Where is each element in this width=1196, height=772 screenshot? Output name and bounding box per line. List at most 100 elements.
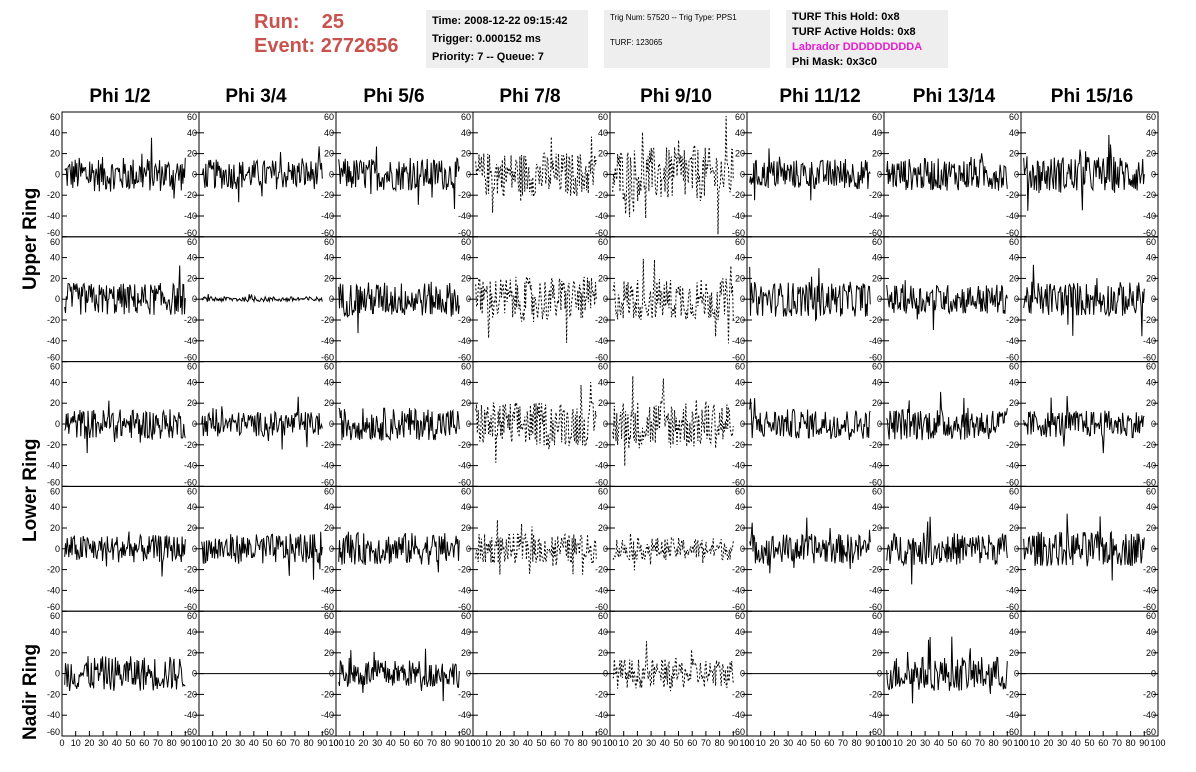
y-tick-label: 20 [324, 523, 334, 533]
y-tick-label: 40 [1146, 253, 1156, 263]
x-tick-label: 20 [84, 738, 94, 748]
waveform-trace [612, 376, 734, 467]
y-tick-label: 0 [603, 294, 608, 304]
y-tick-label: -60 [1143, 228, 1156, 238]
y-tick-label: 40 [324, 502, 334, 512]
y-tick-label: -20 [595, 315, 608, 325]
turf-text: TURF: 123065 [610, 38, 663, 47]
y-tick-label: -20 [595, 190, 608, 200]
x-tick-label: 60 [961, 738, 971, 748]
y-tick-label: -60 [1143, 727, 1156, 737]
y-tick-label: -60 [47, 477, 60, 487]
y-tick-label: -40 [458, 585, 471, 595]
y-tick-label: 60 [461, 112, 471, 122]
y-tick-label: 40 [187, 627, 197, 637]
y-tick-label: 60 [1146, 362, 1156, 372]
y-tick-label: -20 [1143, 565, 1156, 575]
y-tick-label: -40 [869, 336, 882, 346]
y-tick-label: 60 [324, 611, 334, 621]
x-tick-label: 10 [893, 738, 903, 748]
y-tick-label: 60 [324, 237, 334, 247]
y-tick-label: 20 [324, 273, 334, 283]
y-tick-label: -20 [595, 689, 608, 699]
y-tick-label: -60 [869, 477, 882, 487]
x-tick-label: 90 [180, 738, 190, 748]
x-tick-label: 40 [523, 738, 533, 748]
y-tick-label: 60 [187, 237, 197, 247]
y-tick-label: -20 [869, 315, 882, 325]
y-tick-label: 40 [187, 377, 197, 387]
x-tick-label: 100 [602, 738, 617, 748]
y-tick-label: -40 [184, 211, 197, 221]
time-info-box: Time: 2008-12-22 09:15:42 Trigger: 0.000… [426, 10, 588, 68]
y-tick-label: -60 [321, 353, 334, 363]
y-tick-label: 20 [1146, 149, 1156, 159]
y-tick-label: 20 [461, 398, 471, 408]
y-tick-label: -20 [184, 689, 197, 699]
y-tick-label: -60 [47, 353, 60, 363]
waveform-trace [612, 641, 734, 692]
y-tick-label: -60 [1006, 477, 1019, 487]
y-tick-label: 20 [50, 648, 60, 658]
y-tick-label: 60 [598, 112, 608, 122]
x-tick-label: 80 [989, 738, 999, 748]
waveform-trace [612, 115, 734, 235]
y-tick-label: -40 [458, 461, 471, 471]
x-tick-label: 100 [739, 738, 754, 748]
panel-frame [1020, 361, 1159, 487]
x-tick-label: 60 [687, 738, 697, 748]
x-tick-label: 10 [619, 738, 629, 748]
y-tick-label: 0 [466, 294, 471, 304]
x-tick-label: 40 [797, 738, 807, 748]
x-tick-label: 10 [1030, 738, 1040, 748]
waveform-trace [886, 153, 1008, 191]
y-tick-label: 20 [1146, 273, 1156, 283]
y-tick-label: -60 [1143, 353, 1156, 363]
trig-info-box: Trig Num: 57520 -- Trig Type: PPS1 TURF:… [604, 10, 770, 68]
y-tick-label: -40 [1006, 211, 1019, 221]
y-tick-label: -40 [595, 585, 608, 595]
y-tick-label: -40 [732, 585, 745, 595]
y-tick-label: 40 [461, 627, 471, 637]
waveform-trace [886, 516, 1008, 585]
y-tick-label: 60 [461, 237, 471, 247]
waveform-trace [475, 519, 597, 575]
y-tick-label: 60 [50, 611, 60, 621]
waveform-trace [201, 396, 323, 450]
x-tick-label: 0 [607, 738, 612, 748]
waveform-trace [338, 281, 460, 334]
x-tick-label: 80 [1126, 738, 1136, 748]
x-tick-label: 0 [333, 738, 338, 748]
y-tick-label: 40 [1146, 128, 1156, 138]
y-tick-label: -20 [321, 440, 334, 450]
y-tick-label: 40 [50, 377, 60, 387]
y-tick-label: -60 [595, 353, 608, 363]
y-tick-label: -40 [595, 710, 608, 720]
y-tick-label: 20 [872, 398, 882, 408]
y-tick-label: 40 [872, 128, 882, 138]
y-tick-label: -20 [869, 565, 882, 575]
x-tick-label: 0 [470, 738, 475, 748]
y-tick-label: 0 [466, 419, 471, 429]
y-tick-label: 0 [466, 544, 471, 554]
x-tick-label: 10 [345, 738, 355, 748]
y-tick-label: 40 [872, 627, 882, 637]
y-tick-label: 20 [1009, 273, 1019, 283]
y-tick-label: -20 [321, 315, 334, 325]
panel-frame [609, 485, 748, 612]
waveform-trace [64, 531, 186, 577]
x-tick-label: 60 [413, 738, 423, 748]
x-tick-label: 70 [290, 738, 300, 748]
x-tick-label: 90 [865, 738, 875, 748]
y-tick-label: -20 [458, 440, 471, 450]
y-tick-label: 40 [324, 627, 334, 637]
panel-frame [609, 111, 748, 238]
phi-column-label: Phi 5/6 [363, 86, 425, 107]
y-tick-label: -20 [47, 440, 60, 450]
panel-frame [472, 236, 611, 363]
y-tick-label: -60 [732, 353, 745, 363]
labrador-text: Labrador DDDDDDDDDA [792, 41, 923, 53]
y-tick-label: 0 [740, 544, 745, 554]
y-tick-label: -60 [47, 602, 60, 612]
